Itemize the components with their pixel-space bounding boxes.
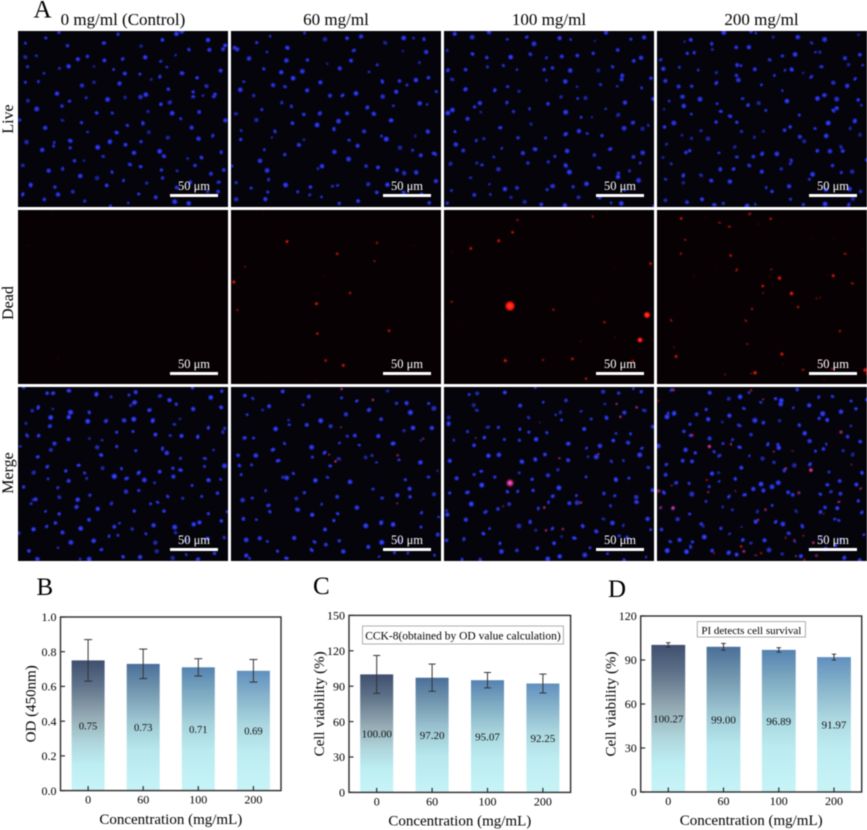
svg-text:50 μm: 50 μm — [817, 533, 849, 547]
svg-text:95.07: 95.07 — [475, 731, 500, 743]
svg-text:91.97: 91.97 — [822, 720, 847, 732]
svg-text:0: 0 — [631, 785, 637, 799]
svg-text:0.73: 0.73 — [134, 723, 152, 734]
svg-text:200 mg/ml: 200 mg/ml — [724, 10, 798, 29]
svg-text:60 mg/ml: 60 mg/ml — [303, 10, 369, 29]
svg-text:0.8: 0.8 — [42, 645, 57, 659]
svg-text:60: 60 — [426, 794, 438, 808]
svg-text:90: 90 — [333, 679, 345, 693]
svg-text:Concentration (mg/mL): Concentration (mg/mL) — [388, 814, 531, 830]
svg-text:50 μm: 50 μm — [178, 533, 210, 547]
svg-text:Live: Live — [0, 104, 17, 133]
svg-text:50 μm: 50 μm — [178, 357, 210, 371]
svg-text:0.69: 0.69 — [244, 727, 262, 738]
svg-text:0: 0 — [339, 786, 345, 800]
svg-text:90: 90 — [625, 653, 637, 667]
svg-text:150: 150 — [327, 609, 345, 623]
svg-text:100: 100 — [770, 794, 788, 808]
svg-text:96.89: 96.89 — [766, 716, 791, 728]
svg-text:B: B — [37, 574, 54, 601]
svg-text:100: 100 — [189, 793, 207, 807]
svg-text:50 μm: 50 μm — [817, 357, 849, 371]
svg-text:50 μm: 50 μm — [604, 533, 636, 547]
svg-text:50 μm: 50 μm — [604, 357, 636, 371]
svg-text:Dead: Dead — [0, 286, 17, 320]
svg-text:Cell viability (%): Cell viability (%) — [604, 652, 620, 757]
svg-text:0.2: 0.2 — [42, 749, 57, 763]
svg-text:0: 0 — [85, 793, 91, 807]
svg-text:60: 60 — [625, 697, 637, 711]
svg-text:0.0: 0.0 — [42, 784, 57, 798]
svg-text:Cell viability (%): Cell viability (%) — [312, 651, 328, 756]
svg-text:0.4: 0.4 — [42, 714, 57, 728]
svg-text:Concentration (mg/mL): Concentration (mg/mL) — [99, 812, 242, 828]
svg-text:C: C — [313, 573, 330, 600]
svg-text:99.00: 99.00 — [711, 714, 736, 726]
svg-text:0: 0 — [374, 794, 380, 808]
svg-text:0.6: 0.6 — [42, 680, 57, 694]
svg-text:1.0: 1.0 — [42, 610, 57, 624]
svg-text:A: A — [34, 0, 52, 24]
svg-text:50 μm: 50 μm — [391, 533, 423, 547]
svg-text:92.25: 92.25 — [531, 733, 556, 745]
svg-text:60: 60 — [333, 715, 345, 729]
svg-text:0.75: 0.75 — [79, 722, 97, 733]
svg-text:50 μm: 50 μm — [391, 179, 423, 193]
svg-text:0: 0 — [665, 794, 671, 808]
svg-text:PI detects cell survival: PI detects cell survival — [701, 625, 801, 637]
svg-text:D: D — [608, 576, 626, 603]
svg-text:Concentration (mg/mL): Concentration (mg/mL) — [680, 813, 823, 829]
svg-text:100.00: 100.00 — [362, 728, 393, 740]
svg-text:CCK-8(obtained by OD value cal: CCK-8(obtained by OD value calculation) — [365, 631, 561, 643]
svg-text:200: 200 — [534, 794, 552, 808]
svg-text:30: 30 — [625, 741, 637, 755]
svg-text:100 mg/ml: 100 mg/ml — [512, 10, 586, 29]
svg-text:Merge: Merge — [0, 452, 17, 493]
svg-text:30: 30 — [333, 750, 345, 764]
svg-text:100.27: 100.27 — [653, 714, 684, 726]
svg-text:97.20: 97.20 — [420, 730, 445, 742]
svg-text:0.71: 0.71 — [189, 725, 207, 736]
svg-text:OD (450nm): OD (450nm) — [24, 665, 40, 742]
svg-text:50 μm: 50 μm — [604, 179, 636, 193]
svg-text:0 mg/ml (Control): 0 mg/ml (Control) — [61, 10, 186, 29]
svg-text:50 μm: 50 μm — [817, 179, 849, 193]
svg-text:60: 60 — [137, 793, 149, 807]
svg-text:200: 200 — [825, 794, 843, 808]
svg-text:60: 60 — [718, 794, 730, 808]
svg-text:50 μm: 50 μm — [391, 357, 423, 371]
svg-text:50 μm: 50 μm — [178, 179, 210, 193]
svg-text:120: 120 — [619, 609, 637, 623]
svg-text:200: 200 — [244, 793, 262, 807]
svg-text:100: 100 — [479, 794, 497, 808]
svg-text:120: 120 — [327, 644, 345, 658]
